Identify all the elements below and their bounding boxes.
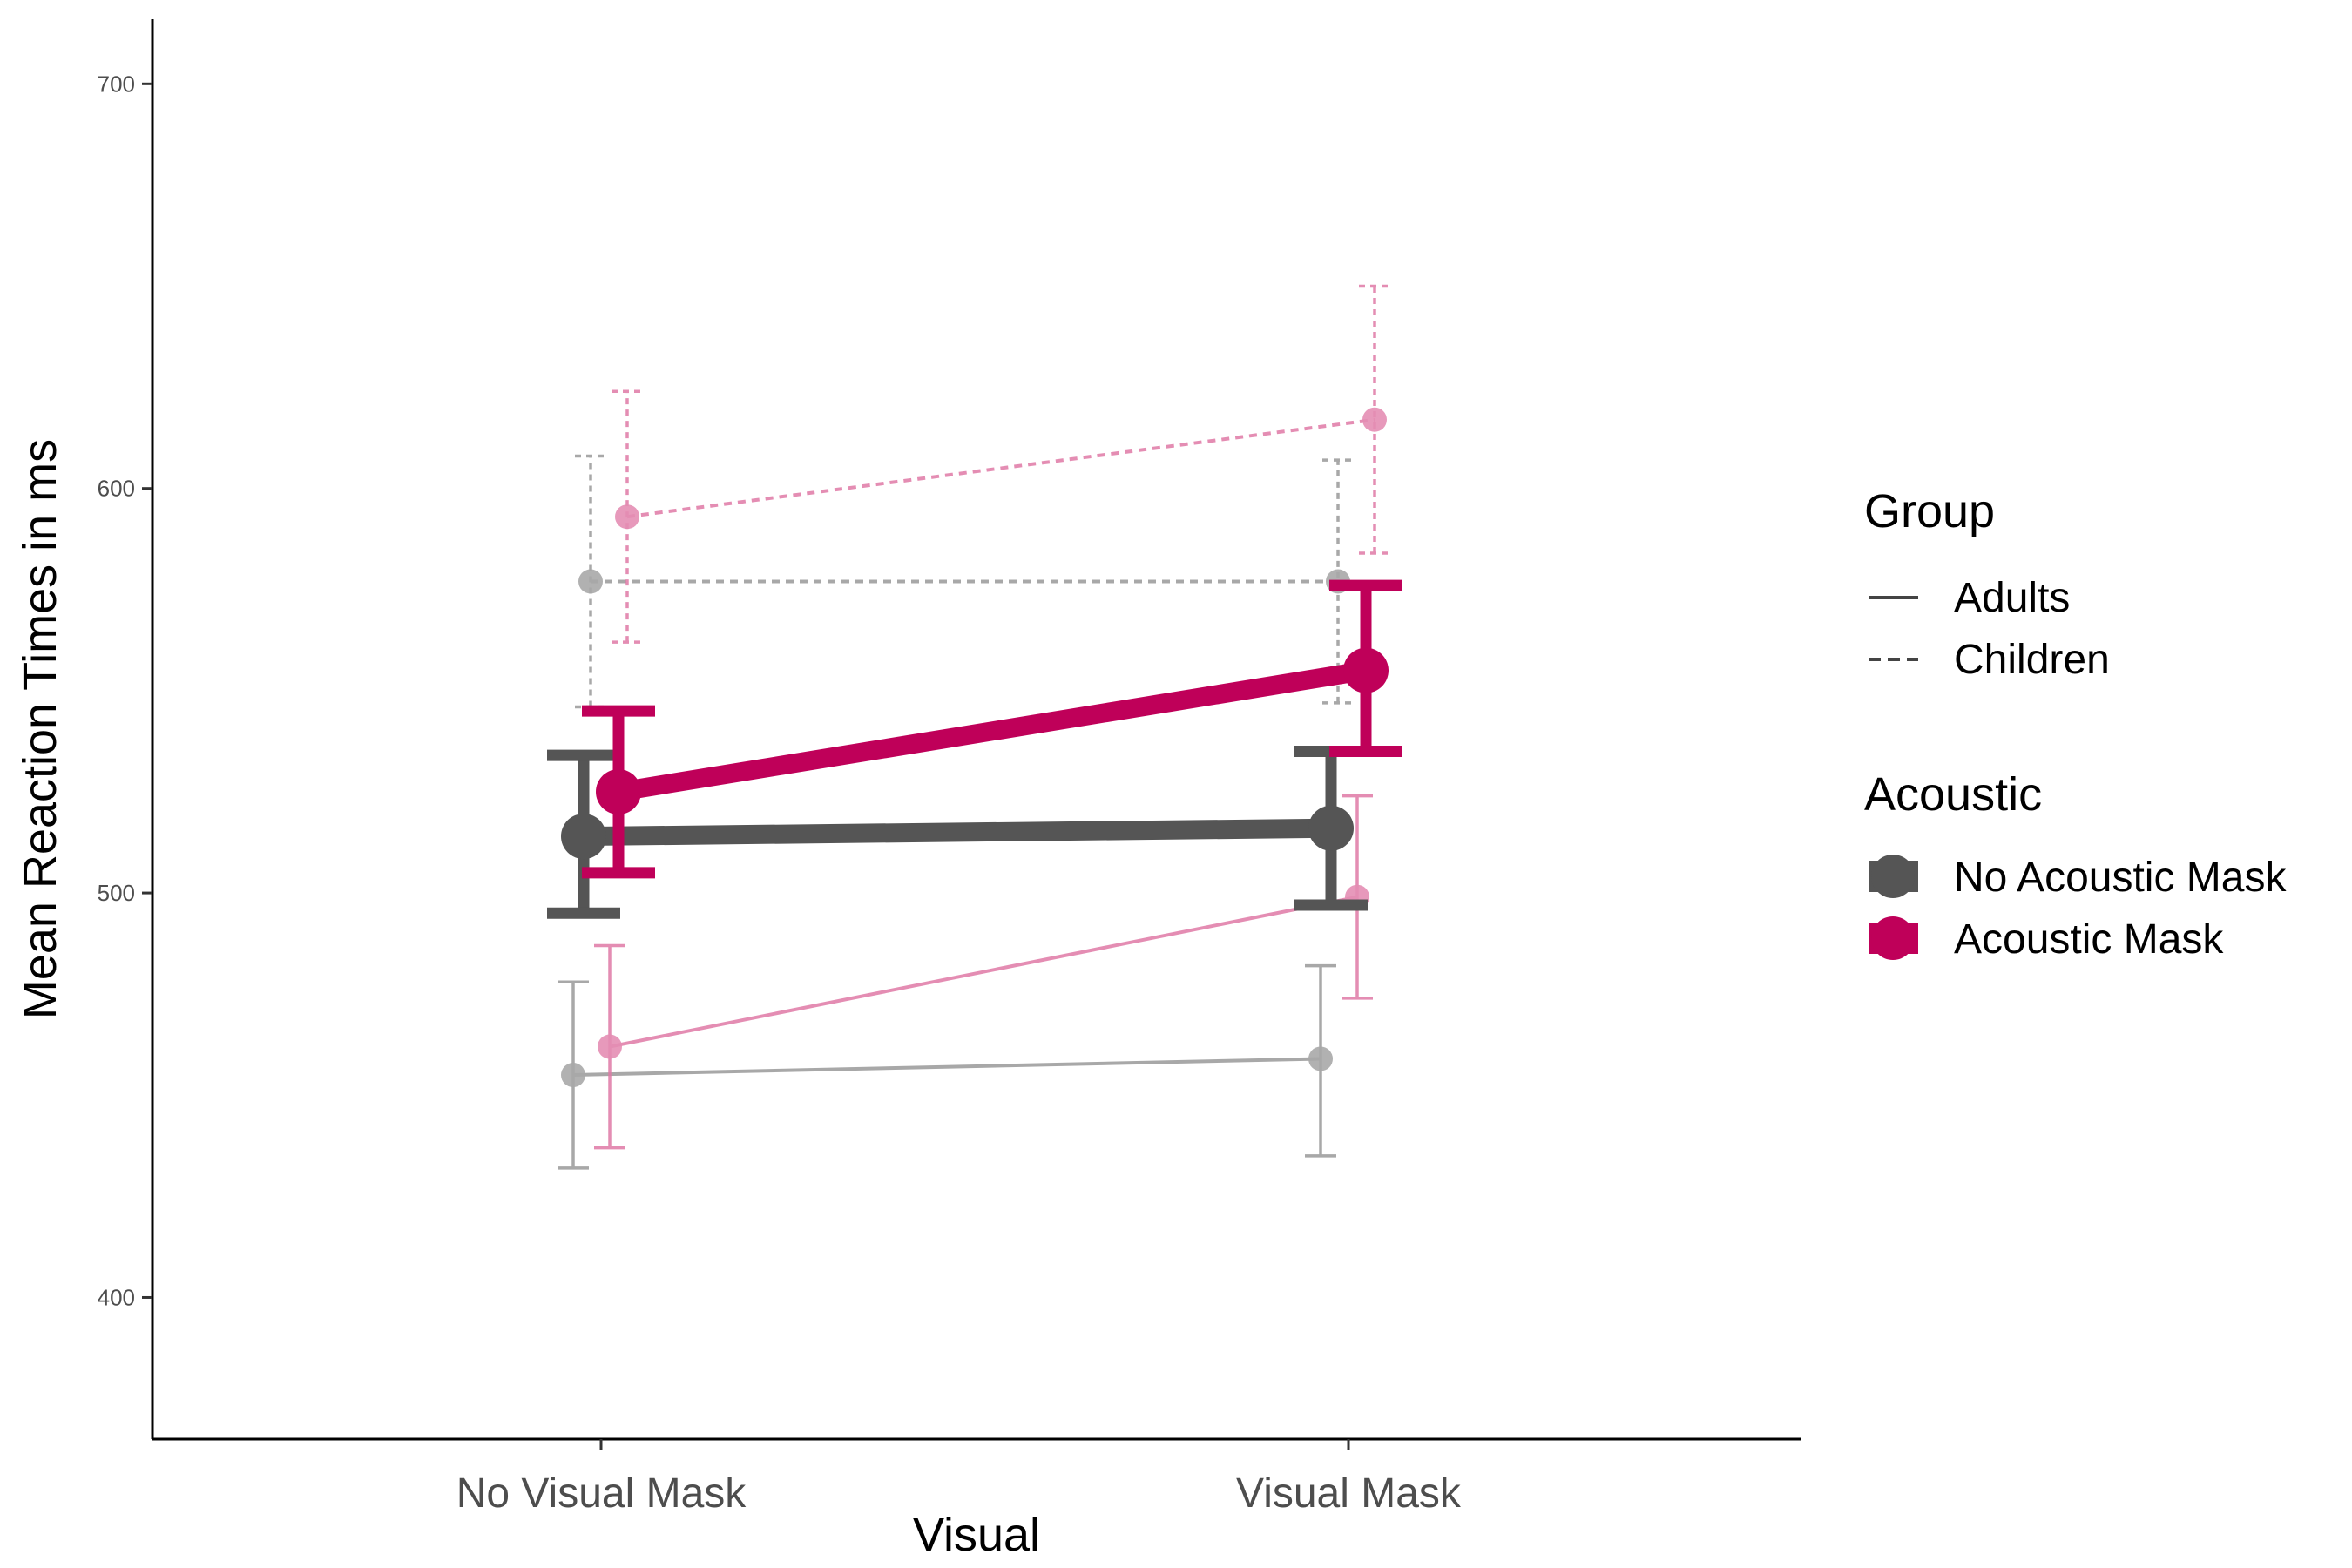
y-tick-label: 400 — [98, 1284, 135, 1310]
legend-acoustic-title: Acoustic — [1864, 768, 2042, 821]
data-point — [598, 1034, 622, 1059]
data-point — [561, 814, 606, 860]
series-line — [626, 417, 1375, 519]
series-children-acoustic-mask — [612, 284, 1390, 644]
y-tick-label: 500 — [98, 880, 135, 906]
legend-children-label: Children — [1954, 637, 2110, 683]
legend: Group Adults Children Acoustic No Acoust… — [1864, 485, 2287, 963]
x-tick-label: No Visual Mask — [456, 1470, 747, 1517]
data-point — [596, 768, 641, 814]
y-tick-label: 600 — [98, 476, 135, 502]
legend-acoustic-mask-key — [1869, 916, 1918, 960]
series-line — [572, 1057, 1321, 1078]
series-adults-no-acoustic-mask — [558, 963, 1336, 1170]
data-point — [615, 504, 639, 530]
plot-series — [547, 284, 1402, 1170]
y-ticks: 400 500 600 700 — [98, 71, 152, 1310]
legend-no-acoustic-mask-label: No Acoustic Mask — [1954, 855, 2287, 901]
legend-no-acoustic-mask-key — [1869, 855, 1918, 898]
series-overall-no-acoustic-mask — [547, 746, 1368, 919]
data-point — [1343, 647, 1389, 693]
error-bar — [1322, 458, 1354, 705]
series-overall-acoustic-mask — [582, 579, 1402, 879]
legend-acoustic-mask-label: Acoustic Mask — [1954, 916, 2224, 963]
series-line — [617, 660, 1368, 801]
x-axis-title: Visual — [913, 1509, 1040, 1561]
error-bar — [1359, 284, 1390, 555]
series-line — [609, 895, 1358, 1049]
data-point — [561, 1063, 585, 1088]
y-axis-title: Mean Reaction Times in ms — [14, 439, 66, 1019]
x-ticks: No Visual Mask Visual Mask — [456, 1439, 1462, 1517]
data-point — [578, 569, 603, 594]
data-point — [1362, 407, 1387, 432]
legend-group-title: Group — [1864, 485, 1995, 537]
legend-adults-label: Adults — [1954, 575, 2070, 621]
series-line — [583, 818, 1332, 847]
series-adults-acoustic-mask — [594, 794, 1373, 1150]
data-point — [1308, 805, 1354, 851]
series-children-no-acoustic-mask — [575, 454, 1354, 709]
y-tick-label: 700 — [98, 71, 135, 97]
x-tick-label: Visual Mask — [1236, 1470, 1462, 1517]
data-point — [1308, 1046, 1333, 1071]
